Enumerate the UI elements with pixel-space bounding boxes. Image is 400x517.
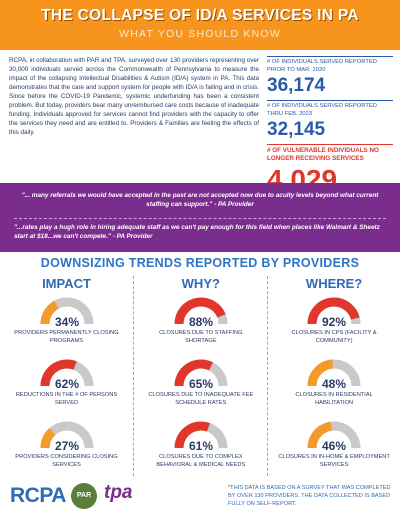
logo: tpa <box>104 482 133 503</box>
stats: # OF INDIVIDUALS SERVED REPORTED PRIOR T… <box>267 56 393 199</box>
stat-value: 36,174 <box>267 75 326 97</box>
gauge-label: 61% <box>189 439 213 453</box>
gauge-arc <box>307 297 360 325</box>
intro-text: RCPA, in collaboration with PAR and TPA,… <box>9 57 259 136</box>
gauge-chart: 65% <box>174 359 228 391</box>
gauge-label: 88% <box>189 315 213 329</box>
gauge-label: 65% <box>189 377 213 391</box>
gauge-chart: 62% <box>40 359 93 391</box>
title: THE COLLAPSE OF ID/A SERVICES IN PA <box>41 7 359 24</box>
gauge-text: CLOSURES DUE TO INADEQUATE FEE SCHEDULE … <box>148 392 254 406</box>
header: THE COLLAPSE OF ID/A SERVICES IN PA WHAT… <box>0 0 400 50</box>
gauge-arc <box>307 359 334 387</box>
gauge-arc <box>40 300 59 325</box>
gauge-arc <box>174 359 213 387</box>
gauge-label: 48% <box>322 377 346 391</box>
stat: # OF INDIVIDUALS SERVED REPORTED PRIOR T… <box>267 56 393 97</box>
gauge: 92% CLOSURES IN CPS (FACILITY & COMMUNITY… <box>268 296 400 345</box>
gauge: 27% PROVIDERS CONSIDERING CLOSING SERVICE… <box>0 420 133 469</box>
gauge-chart: 48% <box>307 359 361 391</box>
gauge-label: 92% <box>322 315 346 329</box>
gauge-chart: 61% <box>174 421 228 453</box>
column-title: WHY? <box>181 276 220 291</box>
separator <box>14 218 386 219</box>
quote-band: "... many referrals we would have accept… <box>0 183 400 252</box>
quote-text: "... many referrals we would have accept… <box>21 192 379 209</box>
gauge-arc <box>307 421 333 449</box>
gauge: 48% CLOSURES IN RESIDENTIAL HABILITATION <box>268 358 400 407</box>
gauge-label: 27% <box>54 439 78 453</box>
gauge-label: 34% <box>54 315 78 329</box>
gauge: 61% CLOSURES DUE TO COMPLEX BEHAVIORAL & … <box>134 420 267 469</box>
gauge-arc <box>40 359 77 387</box>
column-title: IMPACT <box>42 276 91 291</box>
gauge-chart: 46% <box>307 421 361 453</box>
stat-label: # OF INDIVIDUALS SERVED REPORTED THRU FE… <box>267 100 393 118</box>
gauge-chart: 92% <box>307 297 361 329</box>
gauge-text: CLOSURES IN IN-HOME & EMPLOYMENT SERVICE… <box>278 454 390 468</box>
column: WHY? 88% CLOSURES DUE TO STAFFING SHORTAGE… <box>133 276 267 476</box>
quote-source: - PA Provider <box>214 201 254 209</box>
column-title: WHERE? <box>305 276 363 291</box>
gauge: 34% PROVIDERS PERMANENTLY CLOSING PROGRAM… <box>0 296 133 345</box>
footnote: *THIS DATA IS BASED ON A SURVEY THAT WAS… <box>228 485 391 508</box>
gauge-chart: 27% <box>40 421 93 453</box>
gauge-chart: 88% <box>174 297 228 329</box>
gauge-text: REDUCTIONS IN THE # OF PERSONS SERVED <box>15 392 118 406</box>
logo: RCPA <box>10 484 66 507</box>
quote-text: "...rates play a hugh role in hiring ade… <box>14 224 380 241</box>
stat-label: # OF INDIVIDUALS SERVED REPORTED PRIOR T… <box>267 56 393 74</box>
gauge-arc <box>40 428 56 449</box>
gauge-chart: 34% <box>40 297 93 329</box>
gauge: 65% CLOSURES DUE TO INADEQUATE FEE SCHEDU… <box>134 358 267 407</box>
stat: # OF INDIVIDUALS SERVED REPORTED THRU FE… <box>267 100 393 141</box>
stat-label: # OF VULNERABLE INDIVIDUALS NO LONGER RE… <box>267 144 393 163</box>
gauge-text: PROVIDERS CONSIDERING CLOSING SERVICES <box>15 454 118 468</box>
gauge-text: CLOSURES DUE TO COMPLEX BEHAVIORAL & MED… <box>156 454 246 468</box>
quote-source: - PA Provider <box>112 233 153 241</box>
quote: "...rates play a hugh role in hiring ade… <box>14 223 386 242</box>
gauge-arc <box>174 421 210 449</box>
gauge: 46% CLOSURES IN IN-HOME & EMPLOYMENT SERV… <box>268 420 400 469</box>
column: WHERE? 92% CLOSURES IN CPS (FACILITY & COM… <box>266 276 400 476</box>
logo: PAR <box>71 483 97 509</box>
gauge-label: 46% <box>322 439 346 453</box>
gauge-text: PROVIDERS PERMANENTLY CLOSING PROGRAMS <box>14 330 119 344</box>
gauge: 62% REDUCTIONS IN THE # OF PERSONS SERVED <box>0 358 133 407</box>
gauge-text: CLOSURES IN CPS (FACILITY & COMMUNITY) <box>291 330 377 344</box>
footer: RCPA PAR tpa *THIS DATA IS BASED ON A SU… <box>0 478 400 517</box>
gauge: 88% CLOSURES DUE TO STAFFING SHORTAGE <box>134 296 267 345</box>
gauge-label: 62% <box>54 377 78 391</box>
stat-value: 32,145 <box>267 119 326 141</box>
column: IMPACT 34% PROVIDERS PERMANENTLY CLOSING P… <box>0 276 133 476</box>
subtitle: WHAT YOU SHOULD KNOW <box>119 28 281 40</box>
section-title: DOWNSIZING TRENDS REPORTED BY PROVIDERS <box>40 256 360 270</box>
gauge-text: CLOSURES DUE TO STAFFING SHORTAGE <box>159 330 243 344</box>
gauge-arc <box>174 297 226 325</box>
gauge-text: CLOSURES IN RESIDENTIAL HABILITATION <box>295 392 373 406</box>
quote: "... many referrals we would have accept… <box>14 191 386 210</box>
